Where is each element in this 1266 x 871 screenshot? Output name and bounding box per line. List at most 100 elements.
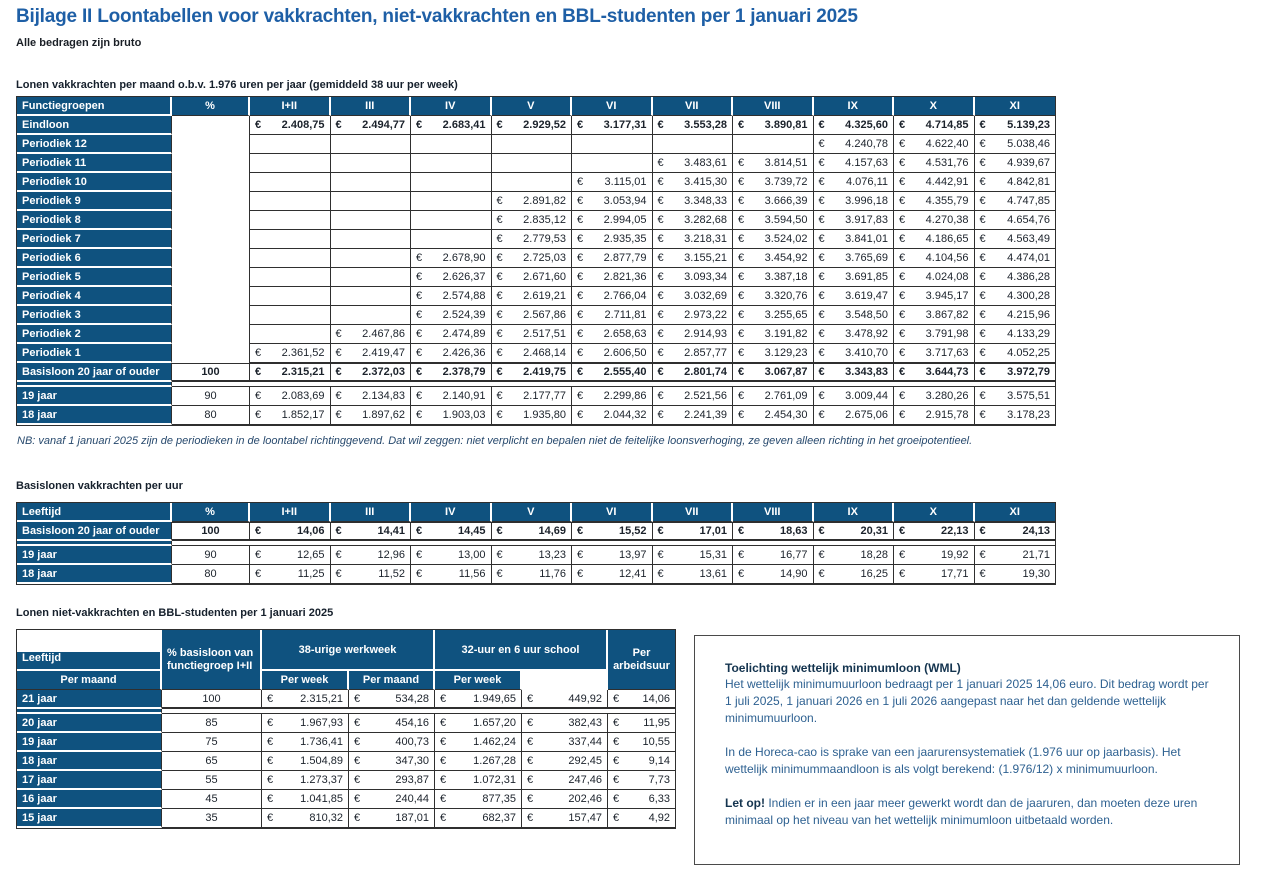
table-row: 18 jaar 80 €1.852,17 €1.897,62 €1.903,03 €1.9… — [17, 406, 1055, 425]
euro-sign: € — [979, 195, 986, 207]
column-header-pct-basisloon: % basisloon van functiegroep I+II — [162, 630, 262, 690]
salary-cell: €3.553,28 — [652, 116, 733, 135]
euro-sign: € — [657, 525, 664, 537]
bbl-table-caption: Lonen niet-vakkrachten en BBL-studenten … — [16, 607, 334, 619]
euro-sign: € — [818, 568, 825, 580]
salary-cell: €2.626,37 — [411, 268, 492, 287]
pct-cell — [172, 268, 250, 287]
salary-cell: €3.478,92 — [813, 325, 894, 344]
euro-sign: € — [354, 755, 361, 767]
euro-sign: € — [818, 157, 825, 169]
euro-sign: € — [577, 195, 584, 207]
salary-cell: €5.139,23 — [974, 116, 1055, 135]
salary-cell: €3.093,34 — [652, 268, 733, 287]
euro-sign: € — [416, 549, 423, 561]
amount: 14,45 — [457, 525, 486, 537]
amount: 3.841,01 — [845, 233, 888, 245]
amount: 2.766,04 — [603, 290, 647, 302]
salary-cell: €400,73 — [349, 733, 435, 752]
euro-sign: € — [738, 252, 745, 264]
euro-sign: € — [527, 812, 534, 824]
pct-cell — [172, 287, 250, 306]
amount: 247,46 — [568, 774, 602, 786]
column-header-XI: XI — [974, 97, 1055, 116]
amount: 3.387,18 — [764, 271, 808, 283]
euro-sign: € — [818, 119, 825, 131]
euro-sign: € — [979, 119, 986, 131]
euro-sign: € — [267, 793, 274, 805]
euro-sign: € — [577, 119, 584, 131]
salary-cell: €1.462,24 — [435, 733, 522, 752]
euro-sign: € — [440, 812, 447, 824]
salary-cell — [250, 135, 331, 154]
euro-sign: € — [979, 176, 986, 188]
salary-cell — [250, 287, 331, 306]
euro-sign: € — [899, 549, 906, 561]
euro-sign: € — [899, 347, 906, 359]
salary-cell: €3.814,51 — [733, 154, 814, 173]
row-label: Basisloon 20 jaar of ouder — [17, 363, 172, 382]
info-box-paragraph-jaaruren: In de Horeca-cao is sprake van een jaaru… — [725, 745, 1181, 776]
amount: 3.717,63 — [925, 347, 969, 359]
euro-sign: € — [440, 755, 447, 767]
pct-cell — [172, 230, 250, 249]
salary-cell: €3.115,01 — [572, 173, 653, 192]
euro-sign: € — [738, 290, 745, 302]
amount: 11,95 — [643, 717, 670, 729]
salary-cell: €11,56 — [411, 565, 492, 584]
amount: 1.657,20 — [473, 717, 516, 729]
column-group-32-uur-school: 32-uur en 6 uur school — [435, 630, 608, 671]
euro-sign: € — [738, 195, 745, 207]
column-header-per-week: Per week — [435, 671, 522, 690]
amount: 12,65 — [296, 549, 325, 561]
euro-sign: € — [416, 252, 423, 264]
salary-cell: €1.935,80 — [491, 406, 572, 425]
euro-sign: € — [657, 119, 664, 131]
euro-sign: € — [496, 214, 503, 226]
salary-cell — [330, 135, 411, 154]
euro-sign: € — [979, 568, 986, 580]
pct-cell: 100 — [172, 363, 250, 382]
salary-cell: €810,32 — [262, 809, 349, 828]
salary-cell: €1.657,20 — [435, 714, 522, 733]
euro-sign: € — [496, 390, 503, 402]
row-label: Periodiek 12 — [17, 135, 172, 154]
euro-sign: € — [255, 549, 262, 561]
table-row: 19 jaar 75 €1.736,41 €400,73 €1.462,24 €337,4… — [17, 733, 675, 752]
amount: 2.973,22 — [684, 309, 727, 321]
amount: 13,23 — [538, 549, 566, 561]
euro-sign: € — [899, 328, 906, 340]
pct-cell: 55 — [162, 771, 262, 790]
salary-cell: €877,35 — [435, 790, 522, 809]
row-label: Periodiek 4 — [17, 287, 172, 306]
amount: 2.711,81 — [604, 309, 647, 321]
euro-sign: € — [613, 736, 620, 748]
salary-cell: €24,13 — [974, 522, 1055, 541]
salary-cell: €2.555,40 — [572, 363, 653, 382]
amount: 3.009,44 — [845, 390, 888, 402]
salary-cell: €5.038,46 — [974, 135, 1055, 154]
salary-cell: €202,46 — [522, 790, 608, 809]
letop-label: Let op! — [725, 796, 765, 810]
pct-cell: 100 — [172, 522, 250, 541]
amount: 3.255,65 — [764, 309, 808, 321]
euro-sign: € — [496, 366, 503, 378]
euro-sign: € — [267, 812, 274, 824]
amount: 3.129,23 — [764, 347, 808, 359]
euro-sign: € — [577, 176, 584, 188]
salary-cell: €2.454,30 — [733, 406, 814, 425]
page-subtitle: Alle bedragen zijn bruto — [16, 37, 142, 49]
amount: 3.594,50 — [764, 214, 808, 226]
salary-cell: €1.967,93 — [262, 714, 349, 733]
salary-cell: €13,97 — [572, 546, 653, 565]
salary-cell: €2.083,69 — [250, 387, 331, 406]
amount: 5.038,46 — [1007, 138, 1050, 150]
salary-cell: €4.024,08 — [894, 268, 975, 287]
amount: 16,77 — [779, 549, 808, 561]
salary-cell: €2.857,77 — [652, 344, 733, 363]
salary-cell: €2.619,21 — [491, 287, 572, 306]
table-row: 18 jaar 65 €1.504,89 €347,30 €1.267,28 €292,4… — [17, 752, 675, 771]
salary-cell — [250, 173, 331, 192]
amount: 4.747,85 — [1007, 195, 1050, 207]
amount: 3.691,85 — [845, 271, 888, 283]
